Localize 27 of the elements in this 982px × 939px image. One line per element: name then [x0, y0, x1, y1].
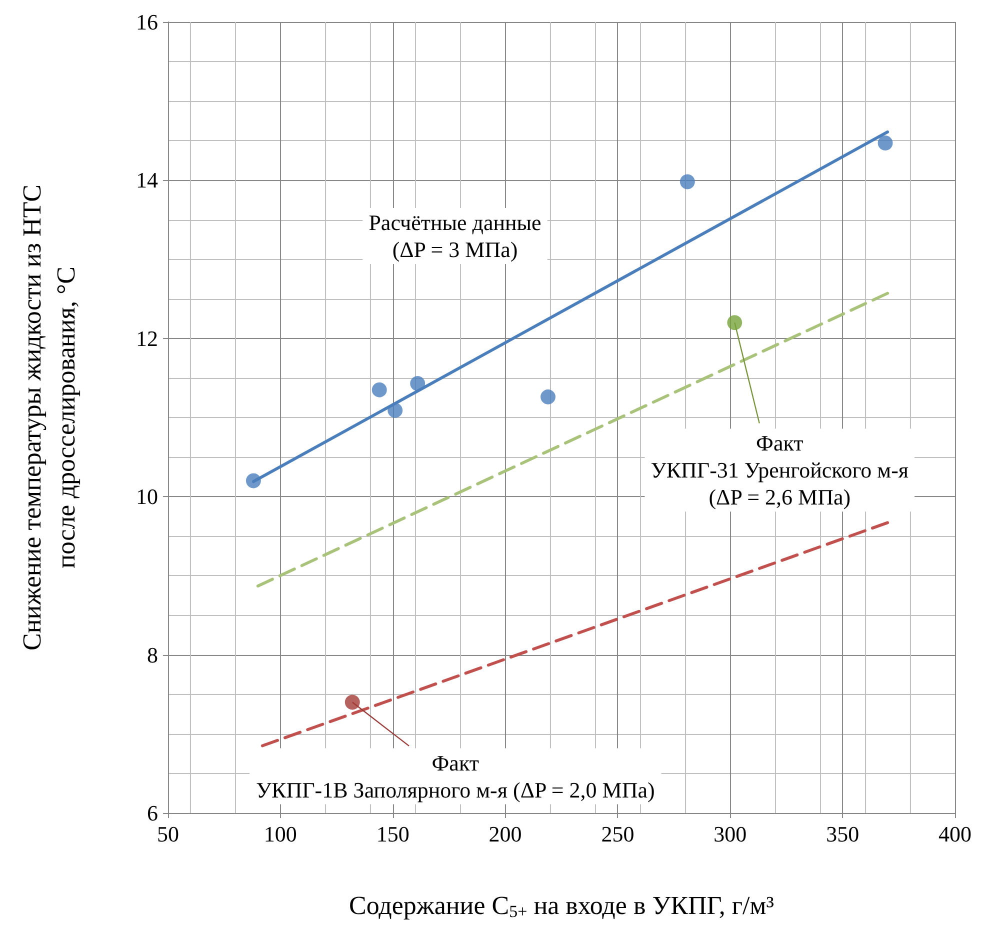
y-tick-label: 12: [136, 326, 158, 351]
annotation: Расчётные данные (ΔP = 3 МПа): [368, 210, 542, 262]
x-tick-label: 300: [714, 822, 747, 846]
point: [878, 136, 893, 151]
point: [344, 694, 360, 710]
point: [388, 402, 403, 418]
point: [540, 389, 556, 404]
x-tick-label: 50: [157, 822, 179, 846]
point: [410, 376, 426, 391]
point: [372, 382, 387, 398]
y-axis-title: Снижение температуры жидкости из НТС после дросселирования, °C: [18, 184, 80, 650]
y-tick-label: 8: [147, 642, 158, 668]
x-tick-label: 400: [938, 822, 972, 846]
y-tick-label: 14: [136, 168, 158, 193]
x-tick-label: 200: [488, 822, 522, 846]
x-tick-label: 150: [376, 822, 410, 846]
y-tick-label: 16: [136, 10, 158, 34]
annotation: Факт УКПГ-31 Уренгойского м-я (ΔP = 2,6 МПа): [650, 430, 909, 510]
y-tick-label: 10: [136, 484, 158, 510]
point: [680, 174, 695, 190]
y-tick-label: 6: [147, 800, 158, 826]
x-tick-label: 350: [826, 822, 860, 846]
x-tick-label: 250: [601, 822, 634, 846]
annotation: Факт УКПГ-1В Заполярного м-я (ΔP = 2,0 МПа): [256, 750, 655, 802]
x-tick-label: 100: [264, 822, 297, 846]
point: [246, 473, 261, 488]
point: [727, 315, 742, 330]
